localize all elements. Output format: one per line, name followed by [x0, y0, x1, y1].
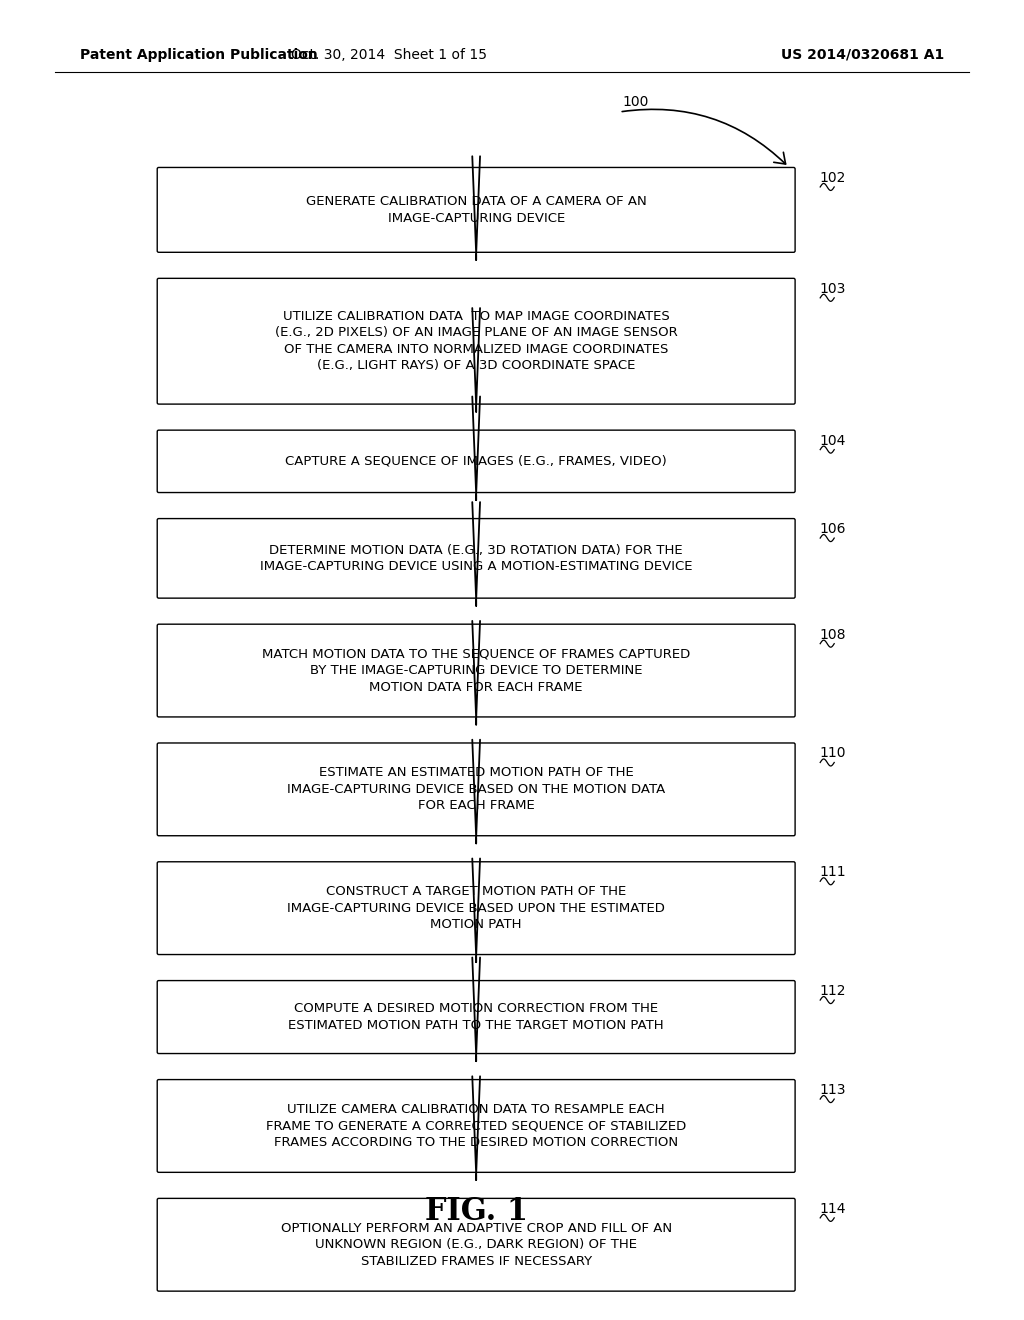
FancyBboxPatch shape [158, 279, 795, 404]
Text: Oct. 30, 2014  Sheet 1 of 15: Oct. 30, 2014 Sheet 1 of 15 [291, 48, 487, 62]
Text: 103: 103 [819, 282, 846, 296]
Text: 110: 110 [819, 747, 846, 760]
FancyBboxPatch shape [158, 168, 795, 252]
Text: 111: 111 [819, 866, 846, 879]
FancyBboxPatch shape [158, 743, 795, 836]
FancyBboxPatch shape [158, 862, 795, 954]
Text: 104: 104 [819, 434, 846, 447]
Text: 112: 112 [819, 985, 846, 998]
FancyBboxPatch shape [158, 430, 795, 492]
Text: 106: 106 [819, 523, 846, 536]
Text: US 2014/0320681 A1: US 2014/0320681 A1 [780, 48, 944, 62]
Text: 100: 100 [623, 95, 649, 110]
FancyBboxPatch shape [158, 981, 795, 1053]
Text: UTILIZE CAMERA CALIBRATION DATA TO RESAMPLE EACH
FRAME TO GENERATE A CORRECTED S: UTILIZE CAMERA CALIBRATION DATA TO RESAM… [266, 1104, 686, 1148]
Text: 113: 113 [819, 1084, 846, 1097]
Text: 114: 114 [819, 1203, 846, 1216]
Text: MATCH MOTION DATA TO THE SEQUENCE OF FRAMES CAPTURED
BY THE IMAGE-CAPTURING DEVI: MATCH MOTION DATA TO THE SEQUENCE OF FRA… [262, 648, 690, 693]
FancyBboxPatch shape [158, 1080, 795, 1172]
FancyArrowPatch shape [623, 110, 785, 164]
Text: ESTIMATE AN ESTIMATED MOTION PATH OF THE
IMAGE-CAPTURING DEVICE BASED ON THE MOT: ESTIMATE AN ESTIMATED MOTION PATH OF THE… [287, 767, 666, 812]
FancyBboxPatch shape [158, 519, 795, 598]
Text: CONSTRUCT A TARGET MOTION PATH OF THE
IMAGE-CAPTURING DEVICE BASED UPON THE ESTI: CONSTRUCT A TARGET MOTION PATH OF THE IM… [287, 886, 666, 931]
Text: COMPUTE A DESIRED MOTION CORRECTION FROM THE
ESTIMATED MOTION PATH TO THE TARGET: COMPUTE A DESIRED MOTION CORRECTION FROM… [289, 1002, 664, 1032]
Text: DETERMINE MOTION DATA (E.G., 3D ROTATION DATA) FOR THE
IMAGE-CAPTURING DEVICE US: DETERMINE MOTION DATA (E.G., 3D ROTATION… [260, 544, 692, 573]
Text: Patent Application Publication: Patent Application Publication [80, 48, 317, 62]
Text: 102: 102 [819, 172, 846, 185]
Text: 108: 108 [819, 628, 846, 642]
FancyBboxPatch shape [158, 1199, 795, 1291]
FancyBboxPatch shape [158, 624, 795, 717]
Text: CAPTURE A SEQUENCE OF IMAGES (E.G., FRAMES, VIDEO): CAPTURE A SEQUENCE OF IMAGES (E.G., FRAM… [286, 455, 667, 467]
Text: OPTIONALLY PERFORM AN ADAPTIVE CROP AND FILL OF AN
UNKNOWN REGION (E.G., DARK RE: OPTIONALLY PERFORM AN ADAPTIVE CROP AND … [281, 1222, 672, 1267]
Text: FIG. 1: FIG. 1 [425, 1196, 527, 1228]
Text: UTILIZE CALIBRATION DATA  TO MAP IMAGE COORDINATES
(E.G., 2D PIXELS) OF AN IMAGE: UTILIZE CALIBRATION DATA TO MAP IMAGE CO… [274, 310, 678, 372]
Text: GENERATE CALIBRATION DATA OF A CAMERA OF AN
IMAGE-CAPTURING DEVICE: GENERATE CALIBRATION DATA OF A CAMERA OF… [306, 195, 646, 224]
